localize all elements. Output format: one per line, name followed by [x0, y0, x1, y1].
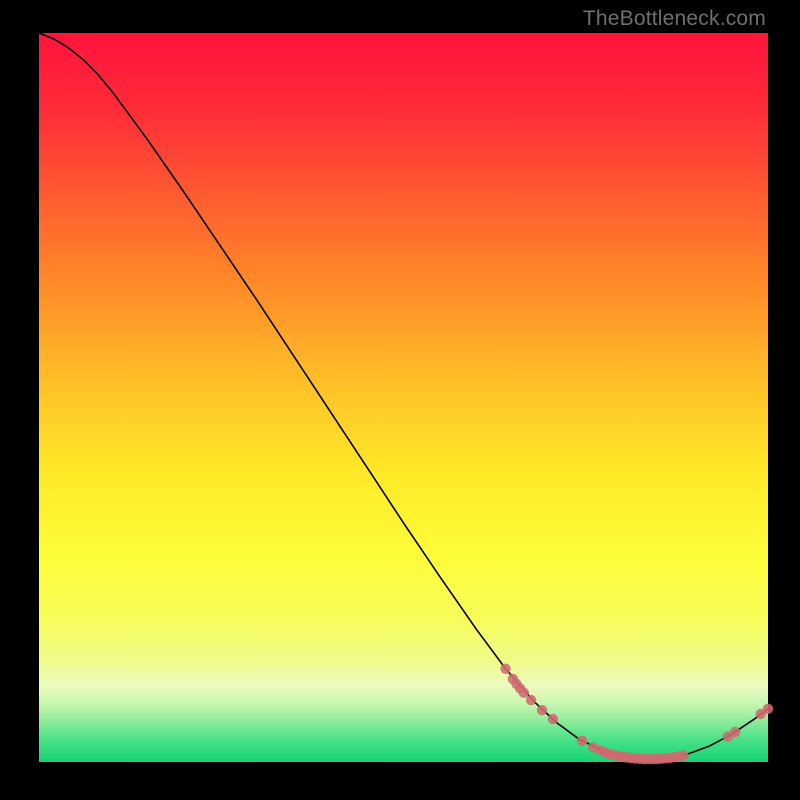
gradient-background: [39, 33, 768, 762]
watermark-text: TheBottleneck.com: [583, 7, 766, 31]
